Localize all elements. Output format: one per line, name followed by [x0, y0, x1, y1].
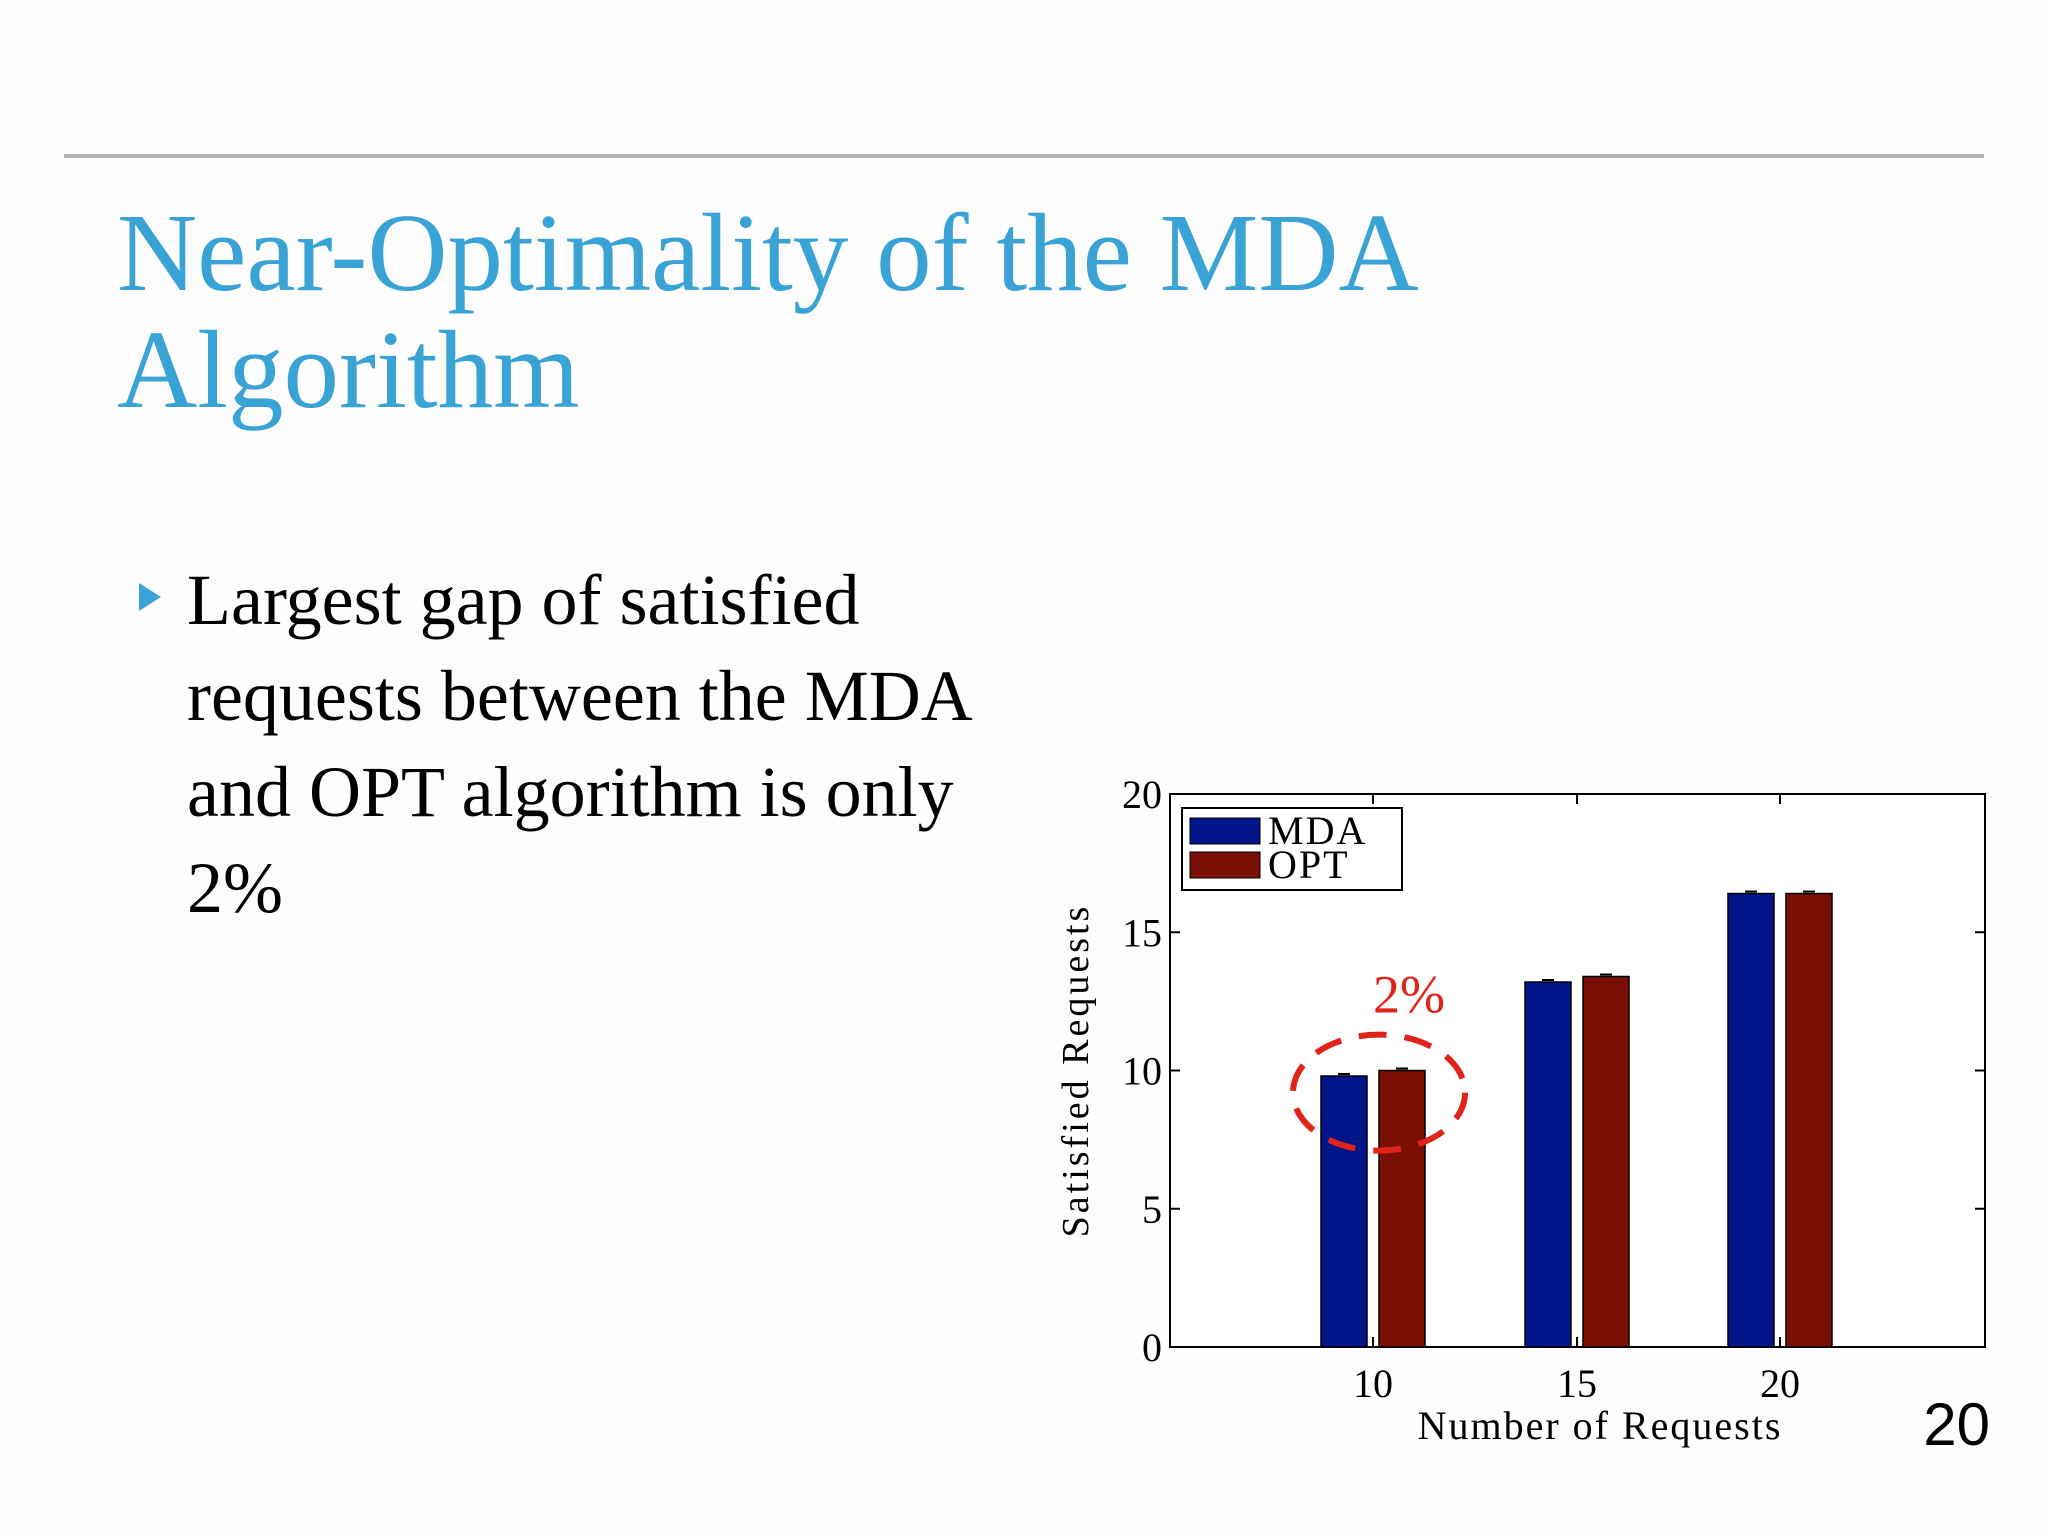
- x-tick-label: 15: [1557, 1361, 1597, 1406]
- slide-number: 20: [1923, 1391, 1990, 1458]
- bullet-line-1: Largest gap of satisfied: [187, 560, 860, 640]
- y-tick-label: 10: [1122, 1049, 1162, 1094]
- legend-label-mda: MDA: [1268, 808, 1367, 853]
- bar-opt-15: [1582, 975, 1630, 1348]
- bar-mda-15: [1524, 981, 1572, 1348]
- legend-swatch-opt: [1189, 851, 1261, 879]
- bullet-line-4: 2%: [187, 848, 283, 928]
- slide-title: Near-Optimality of the MDA Algorithm: [117, 195, 1717, 429]
- y-tick-label: 15: [1122, 910, 1162, 955]
- x-tick-label: 10: [1353, 1361, 1393, 1406]
- bar-mda-20: [1727, 892, 1775, 1348]
- bullet-point: Largest gap of satisfied requests betwee…: [187, 552, 1087, 936]
- bullet-line-3: and OPT algorithm is only: [187, 752, 954, 832]
- legend-label-opt: OPT: [1268, 842, 1350, 887]
- legend-swatch-mda: [1189, 817, 1261, 845]
- bullet-arrow-icon: [139, 583, 161, 611]
- y-tick-label: 0: [1142, 1325, 1162, 1370]
- bar-opt-20: [1785, 892, 1833, 1348]
- bar-opt-10: [1378, 1069, 1426, 1348]
- bar-mda-10: [1320, 1075, 1368, 1348]
- y-tick-label: 5: [1142, 1187, 1162, 1232]
- bullet-line-2: requests between the MDA: [187, 656, 973, 736]
- title-line-2: Algorithm: [117, 309, 580, 432]
- annotation-ellipse: [1290, 1031, 1468, 1154]
- x-axis-label: Number of Requests: [1418, 1403, 1783, 1448]
- y-axis-label: Satisfied Requests: [1055, 904, 1097, 1238]
- y-tick-label: 20: [1122, 772, 1162, 817]
- annotation-label: 2%: [1373, 964, 1445, 1024]
- x-tick-label: 20: [1760, 1361, 1800, 1406]
- title-line-1: Near-Optimality of the MDA: [117, 192, 1419, 315]
- top-divider: [64, 154, 1984, 158]
